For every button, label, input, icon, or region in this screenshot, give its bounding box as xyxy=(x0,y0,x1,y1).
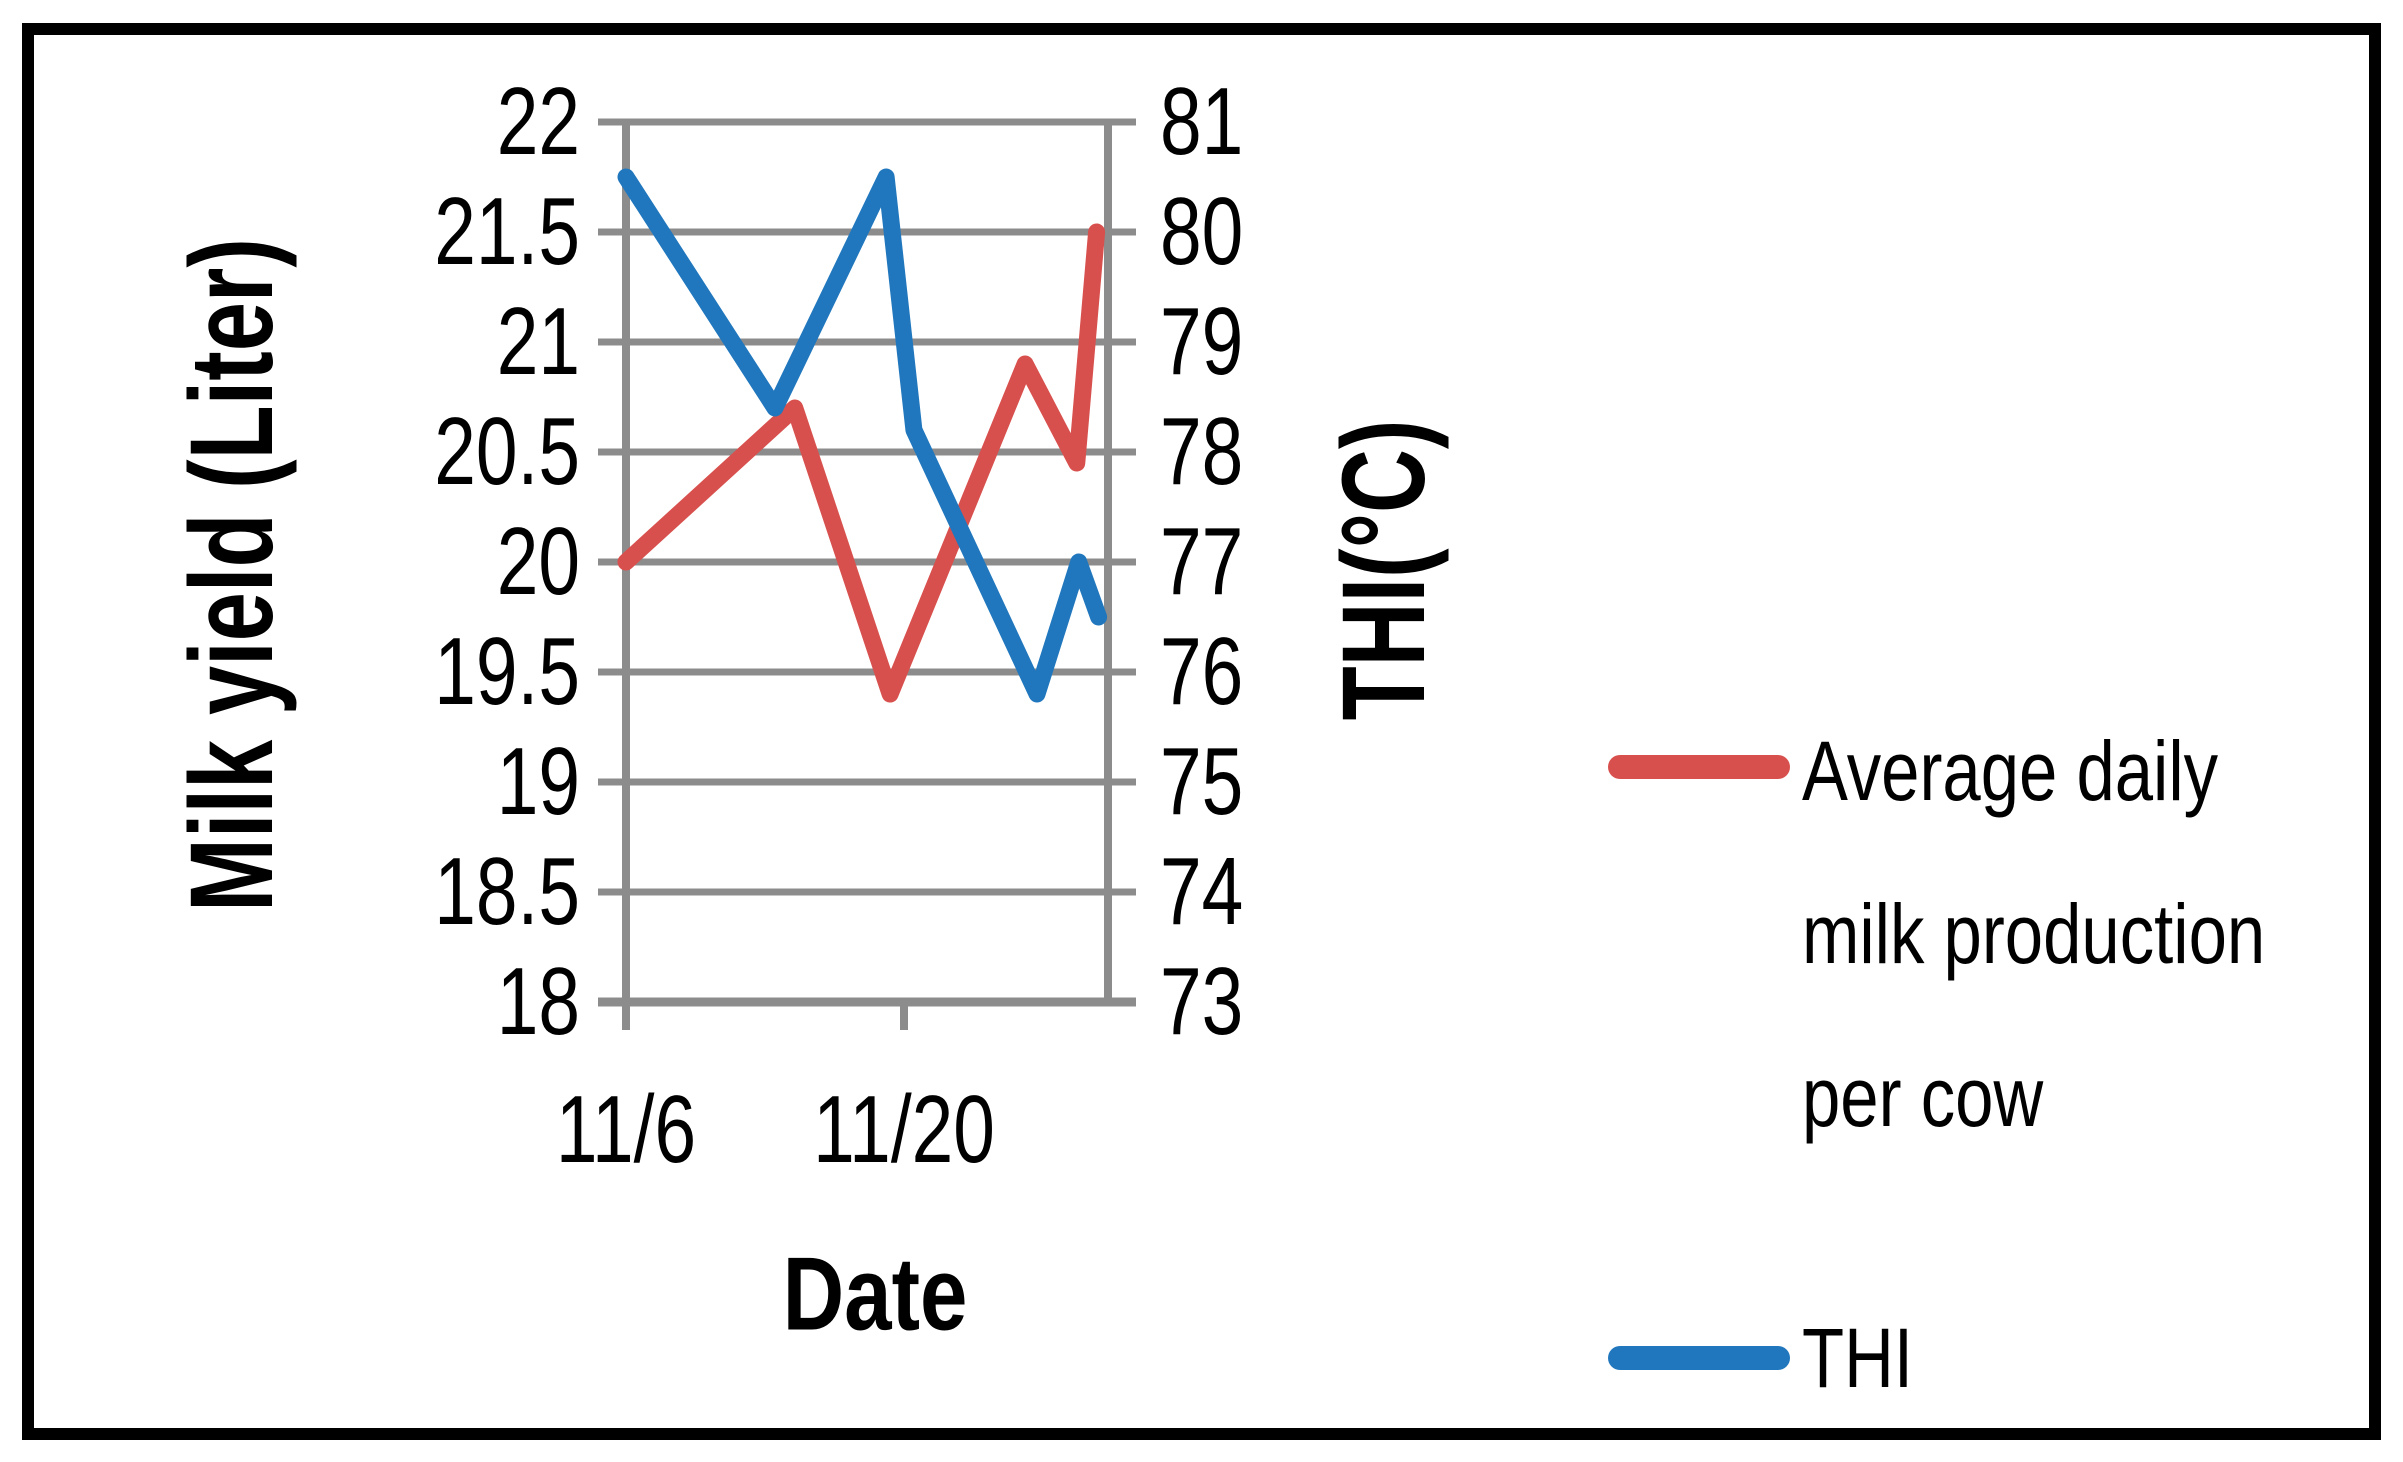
x-tick-label: 11/6 xyxy=(555,1076,697,1183)
y-right-tick-label: 78 xyxy=(1160,398,1244,505)
y-right-tick-label: 73 xyxy=(1160,948,1244,1055)
y-right-tick-label: 74 xyxy=(1160,838,1244,945)
legend-label-line: milk production xyxy=(1802,887,2266,981)
legend-label-line: THI xyxy=(1802,1311,1913,1405)
y-axis-left-title: Milk yield (Liter) xyxy=(166,238,298,912)
y-left-tick-label: 22 xyxy=(496,68,580,175)
y-right-tick-label: 81 xyxy=(1160,68,1244,175)
x-tick-label: 11/20 xyxy=(813,1076,995,1183)
legend-label-line: per cow xyxy=(1802,1050,2044,1144)
y-right-tick-label: 77 xyxy=(1160,508,1244,615)
series-line-thi xyxy=(617,168,1108,703)
y-left-tick-label: 18 xyxy=(496,948,580,1055)
y-left-tick-label: 19 xyxy=(496,728,580,835)
x-axis-title: Date xyxy=(782,1236,968,1353)
legend-label-thi: THI xyxy=(1802,1277,1913,1440)
legend-label-milk: Average daily milk production per cow xyxy=(1802,690,2265,1179)
legend-label-line: Average daily xyxy=(1802,724,2219,818)
y-left-tick-label: 21 xyxy=(496,288,580,395)
y-right-tick-label: 79 xyxy=(1160,288,1244,395)
y-right-tick-label: 80 xyxy=(1160,178,1244,285)
y-left-tick-label: 19.5 xyxy=(434,618,580,725)
y-right-tick-label: 75 xyxy=(1160,728,1244,835)
legend-swatch-milk xyxy=(1608,755,1790,779)
y-left-tick-label: 20 xyxy=(496,508,580,615)
y-left-tick-label: 18.5 xyxy=(434,838,580,945)
y-left-tick-label: 21.5 xyxy=(434,178,580,285)
y-axis-right-title: THI(°C) xyxy=(1318,419,1450,721)
chart-outer-border xyxy=(22,23,2381,1440)
y-right-tick-label: 76 xyxy=(1160,618,1244,725)
y-left-tick-label: 20.5 xyxy=(434,398,580,505)
legend-swatch-thi xyxy=(1608,1346,1790,1370)
